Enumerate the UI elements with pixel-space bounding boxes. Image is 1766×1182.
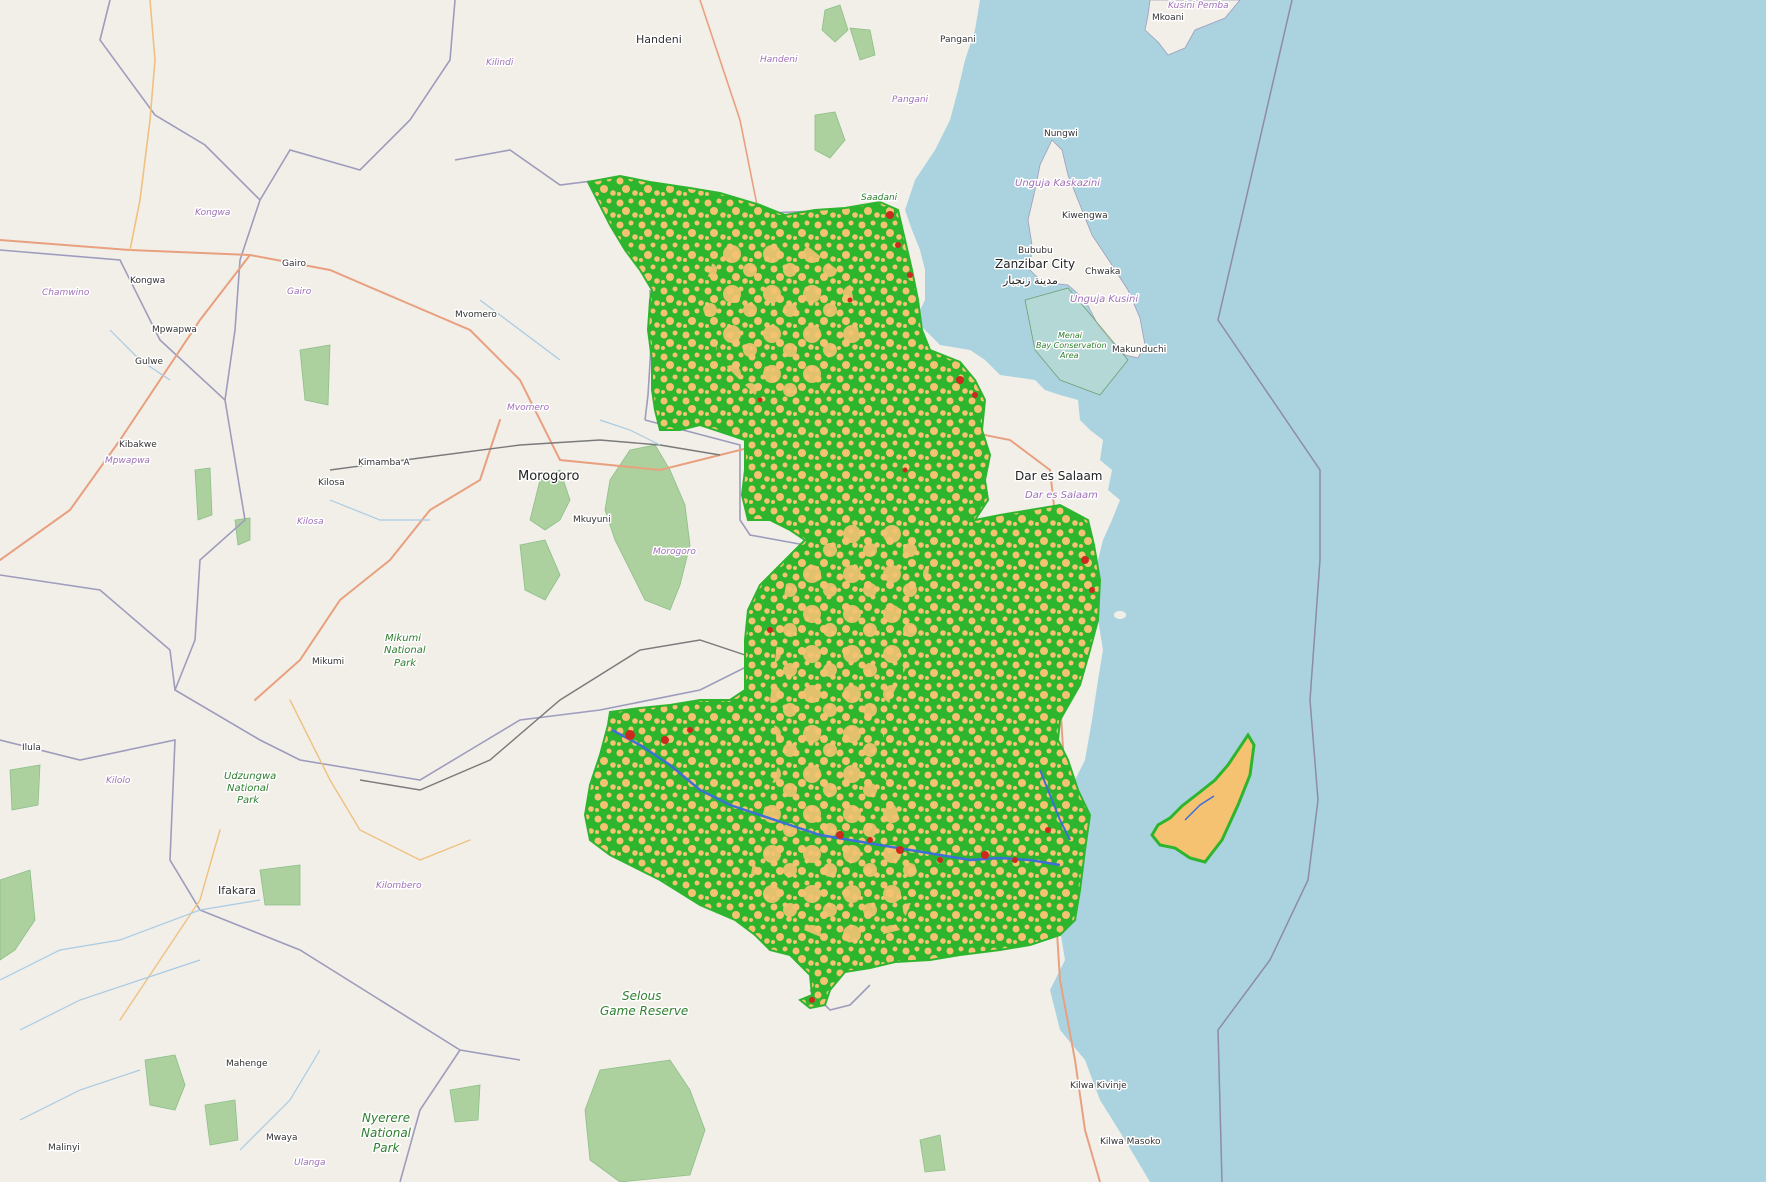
town-label[interactable]: Mkoani: [1151, 12, 1186, 25]
park-label-nyerere[interactable]: Nyerere National Park: [360, 1110, 414, 1157]
pemba-island: [1144, 0, 1241, 56]
park-label-mikumi[interactable]: Mikumi National Park: [383, 632, 428, 671]
town-label[interactable]: Malinyi: [47, 1142, 82, 1155]
district-label[interactable]: Pangani: [891, 94, 931, 107]
town-label[interactable]: Mahenge: [225, 1058, 270, 1071]
town-label[interactable]: Kilosa: [317, 477, 347, 490]
district-label[interactable]: Unguja Kaskazini: [1014, 177, 1102, 191]
town-label[interactable]: Pangani: [939, 34, 978, 47]
town-label[interactable]: Kimamba A: [357, 457, 413, 470]
town-label[interactable]: Nungwi: [1043, 128, 1080, 141]
svg-text:Park: Park: [237, 795, 260, 806]
city-label-morogoro[interactable]: Morogoro: [517, 468, 581, 486]
district-label[interactable]: Kongwa: [194, 207, 232, 220]
landcover-overlay: [583, 174, 1102, 1010]
svg-text:Area: Area: [1059, 351, 1079, 360]
landcover-cropland-patches: [700, 240, 860, 400]
town-label[interactable]: Kilwa Masoko: [1099, 1136, 1163, 1149]
district-label[interactable]: Mvomero: [506, 402, 552, 415]
city-label-zanzibar[interactable]: Zanzibar City: [994, 256, 1077, 273]
svg-text:Park: Park: [373, 1141, 401, 1155]
town-label[interactable]: Kiwengwa: [1061, 210, 1110, 223]
district-label[interactable]: Chamwino: [41, 287, 92, 300]
town-label[interactable]: Kilwa Kivinje: [1069, 1080, 1129, 1093]
park-label-udzungwa[interactable]: Udzungwa National Park: [223, 770, 278, 808]
svg-text:Bay Conservation: Bay Conservation: [1036, 341, 1107, 350]
town-label[interactable]: Handeni: [635, 32, 684, 48]
town-label[interactable]: Gairo: [281, 258, 308, 271]
svg-text:Game Reserve: Game Reserve: [600, 1004, 688, 1018]
landcover-urban-patches: [625, 211, 1095, 1003]
town-label[interactable]: Chwaka: [1084, 266, 1122, 279]
town-label[interactable]: Ilula: [21, 742, 43, 755]
town-label[interactable]: Kongwa: [129, 275, 167, 288]
park-label-selous[interactable]: Selous Game Reserve: [599, 988, 690, 1020]
maritime-boundary: [1217, 0, 1321, 1182]
mafia-island: [1150, 732, 1256, 864]
svg-text:National: National: [384, 645, 426, 656]
svg-text:National: National: [227, 783, 269, 794]
town-label[interactable]: Bububu: [1017, 245, 1055, 258]
district-label[interactable]: Dar es Salaam: [1024, 489, 1100, 503]
district-label[interactable]: Ulanga: [293, 1157, 328, 1170]
rivers: [0, 299, 661, 1151]
city-label-zanzibar-arabic[interactable]: مدينة زنجبار: [1001, 273, 1060, 289]
railway: [329, 439, 761, 791]
district-label[interactable]: Kilindi: [485, 57, 516, 70]
forest-areas: [0, 4, 946, 1182]
town-label[interactable]: Ifakara: [217, 883, 258, 899]
svg-text:Menai: Menai: [1058, 331, 1083, 340]
city-label-dar-es-salaam[interactable]: Dar es Salaam: [1014, 468, 1105, 485]
svg-text:Nyerere: Nyerere: [362, 1111, 410, 1125]
town-label[interactable]: Mwaya: [265, 1132, 299, 1145]
district-label[interactable]: Kilolo: [105, 775, 133, 788]
town-label[interactable]: Gulwe: [134, 356, 166, 369]
menai-bay-area: [1024, 287, 1129, 396]
town-label[interactable]: Makunduchi: [1111, 344, 1168, 357]
district-label[interactable]: Kilosa: [296, 516, 326, 529]
park-label-menai[interactable]: Menai Bay Conservation Area: [1035, 330, 1109, 362]
town-label[interactable]: Mikumi: [311, 656, 346, 669]
town-label[interactable]: Kibakwe: [118, 439, 159, 452]
district-label[interactable]: Kilombero: [375, 880, 424, 893]
small-island: [1114, 611, 1126, 619]
park-label-saadani[interactable]: Saadani: [860, 192, 900, 205]
svg-text:Selous: Selous: [622, 989, 662, 1003]
svg-text:Park: Park: [394, 658, 417, 669]
map-labels: Handeni Pangani Mkoani Nungwi Kiwengwa B…: [21, 0, 1231, 1170]
district-label[interactable]: Unguja Kusini: [1069, 293, 1140, 307]
district-label[interactable]: Handeni: [759, 54, 800, 67]
landcover-cropland-patches: [750, 520, 930, 945]
district-label[interactable]: Mpwapwa: [104, 455, 152, 468]
town-label[interactable]: Mpwapwa: [151, 324, 199, 337]
district-label[interactable]: Morogoro: [652, 546, 698, 559]
svg-text:Udzungwa: Udzungwa: [224, 771, 276, 782]
svg-text:Mikumi: Mikumi: [385, 633, 421, 644]
town-label[interactable]: Mkuyuni: [572, 514, 613, 527]
district-label[interactable]: Gairo: [286, 286, 314, 299]
district-label[interactable]: Kusini Pemba: [1167, 0, 1231, 13]
svg-text:National: National: [361, 1126, 412, 1140]
town-label[interactable]: Mvomero: [454, 309, 499, 322]
